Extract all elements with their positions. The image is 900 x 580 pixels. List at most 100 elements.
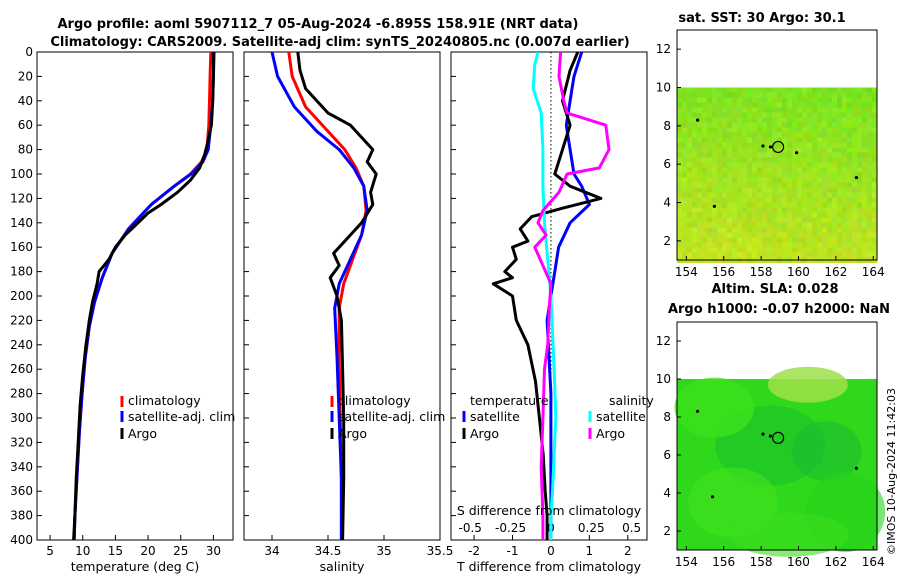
sst-cell (707, 147, 713, 153)
sst-cell (812, 187, 818, 193)
sst-cell (842, 137, 848, 143)
sst-cell (802, 102, 808, 108)
sst-cell (727, 157, 733, 163)
map-x-tick-label: 158 (750, 555, 773, 569)
sst-cell (747, 97, 753, 103)
sst-cell (687, 127, 693, 133)
sst-cell (712, 237, 718, 243)
sst-cell (857, 197, 863, 203)
sst-cell (812, 122, 818, 128)
sst-cell (767, 217, 773, 223)
sst-cell (832, 247, 838, 253)
sst-cell (852, 177, 858, 183)
sst-cell (812, 142, 818, 148)
sst-cell (807, 97, 813, 103)
sst-cell (827, 212, 833, 218)
sst-cell (717, 227, 723, 233)
sst-cell (822, 87, 828, 93)
sst-cell (812, 252, 818, 258)
sst-cell (817, 252, 823, 258)
sst-cell (747, 127, 753, 133)
sst-cell (817, 207, 823, 213)
sst-cell (762, 212, 768, 218)
sst-cell (742, 197, 748, 203)
sst-cell (737, 87, 743, 93)
sst-cell (687, 162, 693, 168)
sst-cell (692, 207, 698, 213)
sst-cell (687, 102, 693, 108)
sst-cell (862, 247, 868, 253)
sst-cell (772, 162, 778, 168)
sst-cell (737, 162, 743, 168)
sst-cell (867, 222, 873, 228)
sst-cell (692, 252, 698, 258)
sst-cell (712, 182, 718, 188)
sst-cell (687, 197, 693, 203)
depth-tick-label: 180 (10, 265, 33, 279)
sst-cell (837, 162, 843, 168)
sst-cell (757, 202, 763, 208)
sst-cell (752, 92, 758, 98)
sst-cell (772, 117, 778, 123)
sst-cell (802, 222, 808, 228)
sst-cell (702, 222, 708, 228)
sst-cell (762, 107, 768, 113)
sst-cell (692, 242, 698, 248)
sst-cell (857, 237, 863, 243)
sst-cell (722, 237, 728, 243)
sst-cell (847, 207, 853, 213)
sst-cell (772, 167, 778, 173)
sst-cell (832, 97, 838, 103)
sst-cell (852, 237, 858, 243)
sst-cell (797, 152, 803, 158)
sst-cell (727, 132, 733, 138)
sst-cell (722, 137, 728, 143)
sst-cell (852, 147, 858, 153)
sst-cell (782, 167, 788, 173)
sst-cell (722, 112, 728, 118)
sst-cell (707, 222, 713, 228)
sst-cell (697, 207, 703, 213)
sst-cell (767, 227, 773, 233)
sst-cell (757, 97, 763, 103)
island-dot (854, 175, 859, 180)
sst-cell (867, 182, 873, 188)
sst-cell (827, 157, 833, 163)
sst-cell (852, 222, 858, 228)
legend-label-temp-argo: Argo (470, 426, 499, 441)
sst-cell (762, 127, 768, 133)
sst-cell (842, 217, 848, 223)
sst-cell (702, 137, 708, 143)
sst-cell (762, 137, 768, 143)
sst-cell (872, 252, 878, 258)
series-line-salinity-argo (533, 52, 611, 540)
sst-cell (847, 202, 853, 208)
sst-cell (747, 152, 753, 158)
sst-cell (797, 107, 803, 113)
sst-cell (762, 147, 768, 153)
sst-cell (837, 147, 843, 153)
sst-cell (792, 207, 798, 213)
sst-cell (702, 242, 708, 248)
sst-cell (827, 207, 833, 213)
sst-cell (842, 157, 848, 163)
sst-cell (792, 117, 798, 123)
sst-cell (797, 132, 803, 138)
sst-cell (837, 207, 843, 213)
x-tick-label: 20 (140, 544, 155, 558)
sst-cell (757, 217, 763, 223)
sst-cell (682, 182, 688, 188)
sst-cell (692, 157, 698, 163)
sst-cell (677, 97, 683, 103)
sst-cell (737, 227, 743, 233)
temperature-panel: 0 20 40 60 80 100 120 140 160 180 200 220 240 260 280 3… (10, 45, 235, 574)
sst-cell (837, 177, 843, 183)
sst-cell (742, 217, 748, 223)
sst-cell (767, 132, 773, 138)
sst-cell (822, 157, 828, 163)
sst-cell (857, 242, 863, 248)
sst-cell (677, 172, 683, 178)
sst-cell (862, 132, 868, 138)
sst-cell (742, 207, 748, 213)
sst-cell (812, 167, 818, 173)
